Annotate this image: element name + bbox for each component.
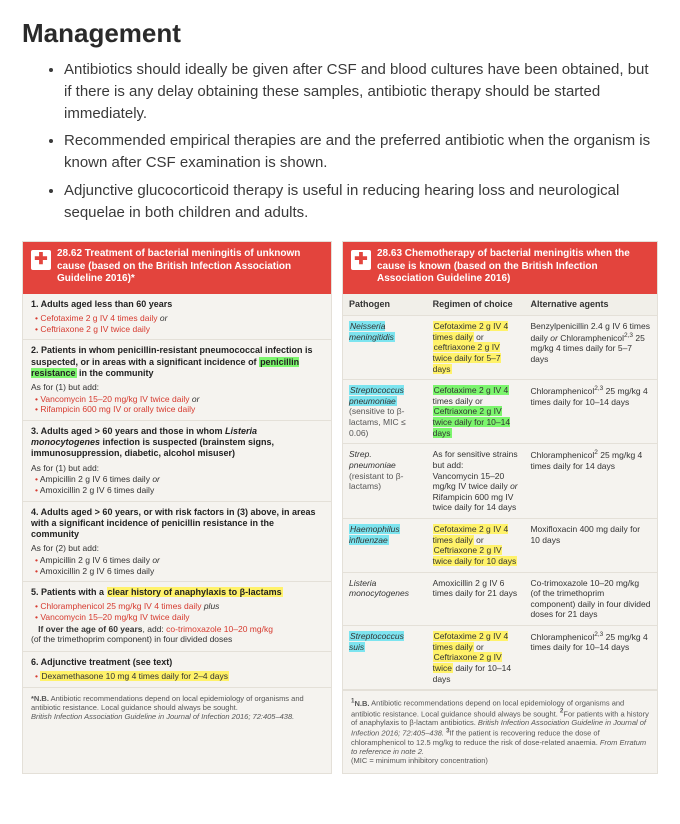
- section-body: As for (1) but add:Vancomycin 15–20 mg/k…: [31, 382, 323, 415]
- section: 6. Adjunctive treatment (see text) Dexame…: [23, 651, 331, 687]
- section-body: As for (2) but add:Ampicillin 2 g IV 6 t…: [31, 543, 323, 576]
- alt-cell: Co-trimoxazole 10–20 mg/kg (of the trime…: [524, 572, 657, 626]
- table-row: Streptococcus suisCefotaxime 2 g IV 4 ti…: [343, 626, 657, 690]
- drug-line: Amoxicillin 2 g IV 6 times daily: [35, 485, 323, 496]
- section-body: Cefotaxime 2 g IV 4 times daily orCeftri…: [31, 313, 323, 334]
- panel-known-cause: ✚ 28.63 Chemotherapy of bacterial mening…: [342, 241, 658, 773]
- alt-cell: Chloramphenicol2,3 25 mg/kg 4 times dail…: [524, 380, 657, 444]
- section-body: Chloramphenicol 25 mg/kg IV 4 times dail…: [31, 601, 323, 645]
- section: 1. Adults aged less than 60 years Cefotax…: [23, 294, 331, 340]
- col-header: Regimen of choice: [427, 294, 525, 316]
- table-row: Strep. pneumoniae(resistant to β-lactams…: [343, 444, 657, 519]
- regimen-cell: Cefotaxime 2 g IV 4 times daily or Ceftr…: [427, 519, 525, 573]
- pathogen-cell: Strep. pneumoniae(resistant to β-lactams…: [343, 444, 427, 519]
- regimen-cell: Cefotaxime 2 g IV 4 times daily or Ceftr…: [427, 380, 525, 444]
- alt-cell: Moxifloxacin 400 mg daily for 10 days: [524, 519, 657, 573]
- alt-cell: Chloramphenicol2 25 mg/kg 4 times daily …: [524, 444, 657, 519]
- drug-line: Chloramphenicol 25 mg/kg IV 4 times dail…: [35, 601, 323, 612]
- page-title: Management: [22, 18, 658, 49]
- bullet-item: Recommended empirical therapies are and …: [64, 130, 658, 174]
- panel-head-left: ✚ 28.62 Treatment of bacterial meningiti…: [23, 242, 331, 294]
- drug-line: Vancomycin 15–20 mg/kg IV twice daily or: [35, 394, 323, 405]
- pathogen-cell: Haemophilus influenzae: [343, 519, 427, 573]
- table-row: Streptococcus pneumoniae(sensitive to β-…: [343, 380, 657, 444]
- pathogen-cell: Neisseria meningitidis: [343, 316, 427, 380]
- section-body: As for (1) but add:Ampicillin 2 g IV 6 t…: [31, 463, 323, 496]
- drug-line: Amoxicillin 2 g IV 6 times daily: [35, 566, 323, 577]
- drug-line: Dexamethasone 10 mg 4 times daily for 2–…: [35, 671, 323, 682]
- drug-line: Ceftriaxone 2 g IV twice daily: [35, 324, 323, 335]
- bullet-item: Antibiotics should ideally be given afte…: [64, 59, 658, 124]
- pathogen-cell: Streptococcus pneumoniae(sensitive to β-…: [343, 380, 427, 444]
- table-row: Listeria monocytogenesAmoxicillin 2 g IV…: [343, 572, 657, 626]
- regimen-cell: Cefotaxime 2 g IV 4 times daily or ceftr…: [427, 316, 525, 380]
- alt-cell: Benzylpenicillin 2.4 g IV 6 times daily …: [524, 316, 657, 380]
- panel-head-right: ✚ 28.63 Chemotherapy of bacterial mening…: [343, 242, 657, 294]
- section-title: 2. Patients in whom penicillin-resistant…: [31, 345, 323, 379]
- plus-icon: ✚: [31, 250, 51, 270]
- drug-line: Vancomycin 15–20 mg/kg IV twice daily: [35, 612, 323, 623]
- col-header: Alternative agents: [524, 294, 657, 316]
- drug-line: Ampicillin 2 g IV 6 times daily or: [35, 555, 323, 566]
- panel-title-right: 28.63 Chemotherapy of bacterial meningit…: [377, 248, 649, 286]
- section: 5. Patients with a clear history of anap…: [23, 581, 331, 651]
- section: 3. Adults aged > 60 years and those in w…: [23, 420, 331, 501]
- table-row: Neisseria meningitidisCefotaxime 2 g IV …: [343, 316, 657, 380]
- drug-line: Cefotaxime 2 g IV 4 times daily or: [35, 313, 323, 324]
- bullet-item: Adjunctive glucocorticoid therapy is use…: [64, 180, 658, 224]
- section-title: 4. Adults aged > 60 years, or with risk …: [31, 507, 323, 541]
- regimen-cell: As for sensitive strains but add:Vancomy…: [427, 444, 525, 519]
- panel-unknown-cause: ✚ 28.62 Treatment of bacterial meningiti…: [22, 241, 332, 773]
- footnote-right: 1N.B. Antibiotic recommendations depend …: [343, 690, 657, 773]
- section-body: Dexamethasone 10 mg 4 times daily for 2–…: [31, 671, 323, 682]
- regimen-cell: Amoxicillin 2 g IV 6 times daily for 21 …: [427, 572, 525, 626]
- regimen-cell: Cefotaxime 2 g IV 4 times daily or Ceftr…: [427, 626, 525, 690]
- management-bullets: Antibiotics should ideally be given afte…: [22, 59, 658, 223]
- plus-icon: ✚: [351, 250, 371, 270]
- two-panels: ✚ 28.62 Treatment of bacterial meningiti…: [22, 241, 658, 773]
- col-header: Pathogen: [343, 294, 427, 316]
- drug-line: Ampicillin 2 g IV 6 times daily or: [35, 474, 323, 485]
- section-title: 1. Adults aged less than 60 years: [31, 299, 323, 310]
- panel-title-left: 28.62 Treatment of bacterial meningitis …: [57, 248, 323, 286]
- section: 4. Adults aged > 60 years, or with risk …: [23, 501, 331, 582]
- section-title: 6. Adjunctive treatment (see text): [31, 657, 323, 668]
- section-title: 3. Adults aged > 60 years and those in w…: [31, 426, 323, 460]
- table-row: Haemophilus influenzaeCefotaxime 2 g IV …: [343, 519, 657, 573]
- section: 2. Patients in whom penicillin-resistant…: [23, 339, 331, 420]
- pathogen-cell: Listeria monocytogenes: [343, 572, 427, 626]
- alt-cell: Chloramphenicol2,3 25 mg/kg 4 times dail…: [524, 626, 657, 690]
- footnote-left: *N.B. Antibiotic recommendations depend …: [23, 687, 331, 729]
- known-cause-table: PathogenRegimen of choiceAlternative age…: [343, 294, 657, 690]
- pathogen-cell: Streptococcus suis: [343, 626, 427, 690]
- section-title: 5. Patients with a clear history of anap…: [31, 587, 323, 598]
- drug-line: Rifampicin 600 mg IV or orally twice dai…: [35, 404, 323, 415]
